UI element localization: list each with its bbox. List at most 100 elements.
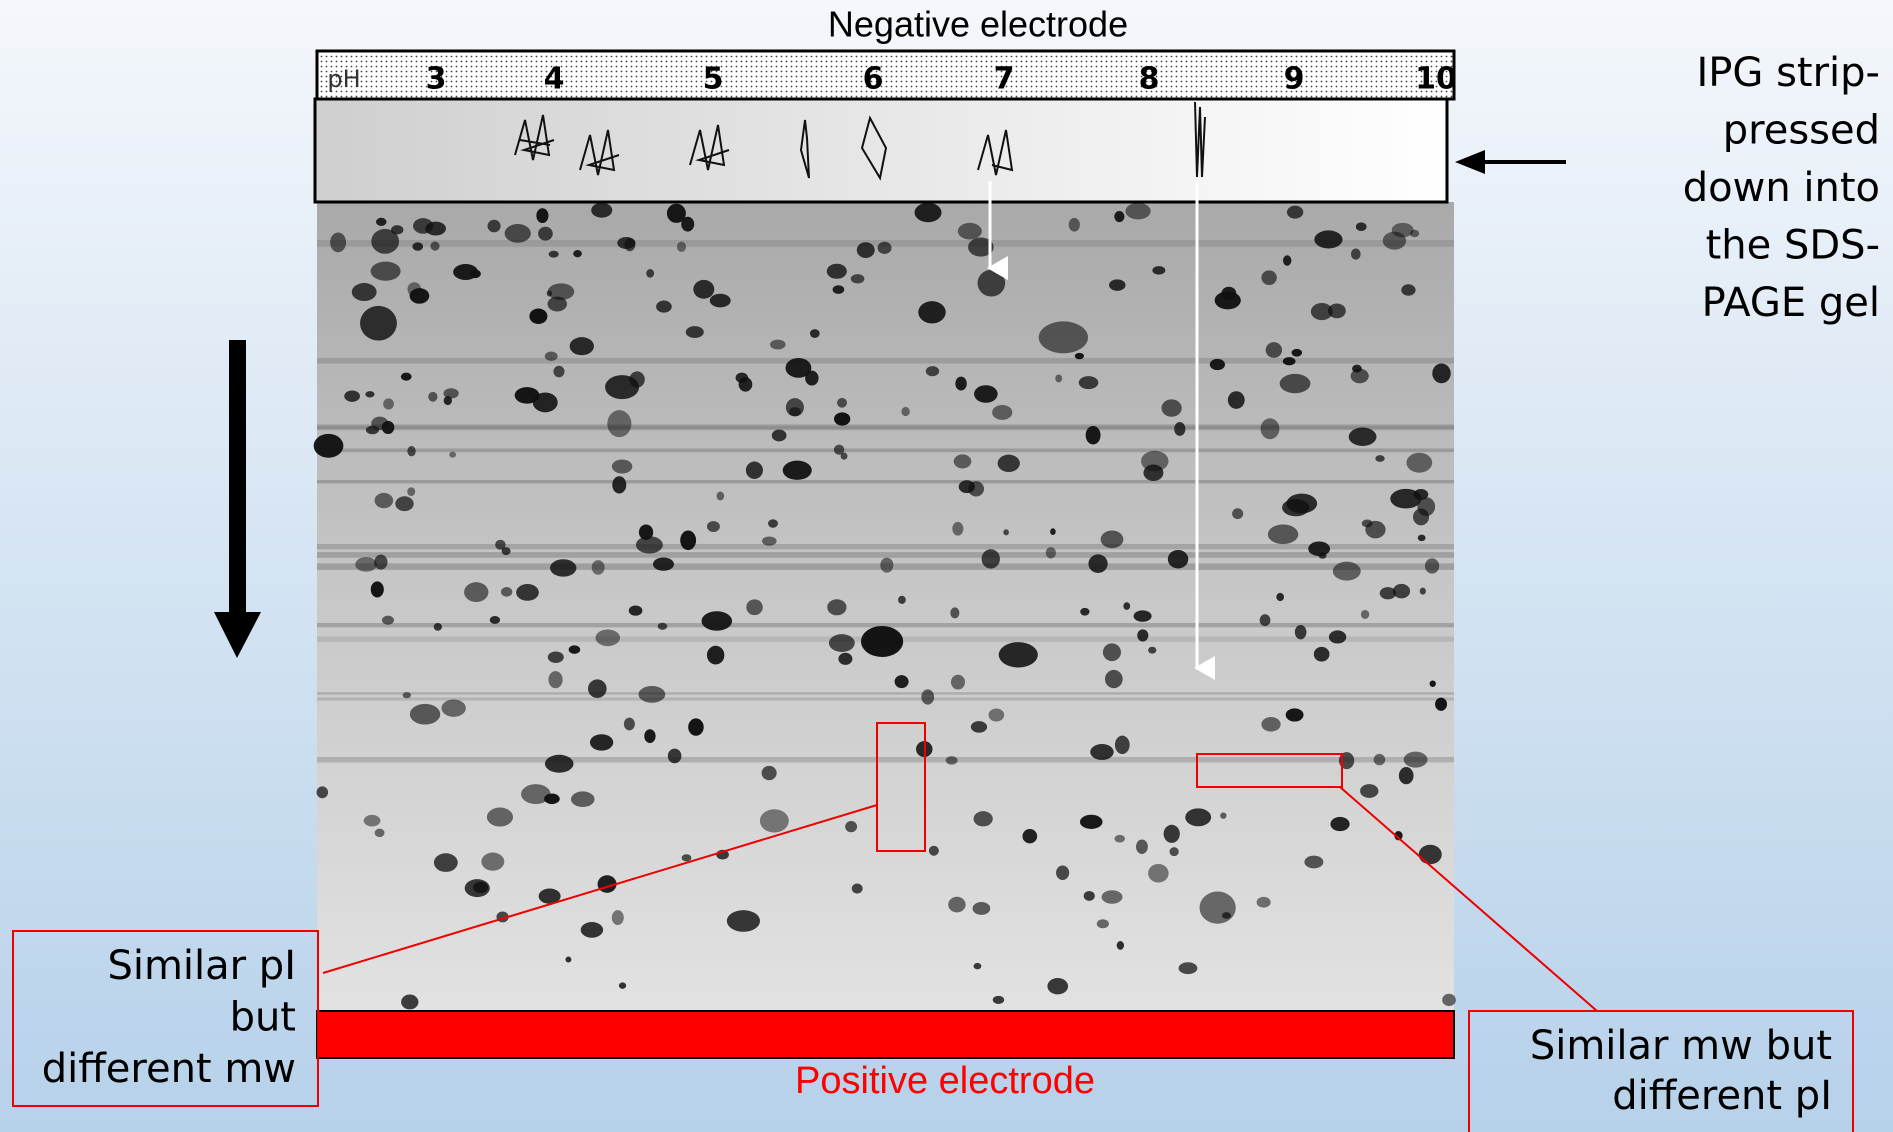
spot: [1209, 358, 1226, 371]
spot: [544, 793, 560, 805]
spot: [1083, 890, 1095, 901]
spot: [1379, 587, 1397, 600]
spot: [1109, 279, 1126, 291]
spot: [500, 587, 513, 597]
spot: [1085, 425, 1101, 445]
spot: [1308, 541, 1331, 557]
spot: [629, 371, 645, 388]
spot: [1418, 844, 1442, 865]
scribble: [514, 114, 555, 161]
right-callout-box: [1468, 1010, 1854, 1132]
spot: [1104, 669, 1123, 689]
spot: [638, 524, 654, 540]
spot: [1214, 291, 1241, 310]
scribbles: [514, 101, 1206, 181]
spot: [955, 376, 967, 391]
spot: [1261, 270, 1277, 285]
spot: [856, 242, 875, 258]
spot: [501, 547, 511, 556]
spot: [1310, 302, 1333, 321]
spot: [972, 902, 991, 915]
callout-line: [322, 804, 878, 974]
spot: [1038, 321, 1089, 354]
spot: [925, 366, 940, 377]
spot: [1417, 534, 1426, 542]
spot: [395, 496, 414, 512]
spot: [1114, 210, 1125, 223]
spot: [430, 241, 440, 251]
spot: [407, 282, 422, 297]
spot: [1137, 629, 1149, 642]
spot: [809, 329, 820, 338]
spot: [1328, 630, 1347, 644]
spot: [413, 218, 434, 234]
spot: [1276, 592, 1285, 602]
down-arrow-shaft: [229, 340, 246, 620]
spot: [495, 539, 506, 550]
spot: [1047, 977, 1069, 995]
spot: [370, 581, 384, 598]
scribble: [799, 119, 810, 179]
spot: [1114, 735, 1130, 755]
spot: [547, 283, 575, 301]
spot: [565, 956, 572, 963]
spot: [316, 786, 329, 799]
spot: [1178, 962, 1198, 975]
spot: [588, 679, 607, 698]
spot: [374, 554, 388, 570]
spot: [433, 623, 442, 631]
spot: [1373, 753, 1386, 766]
spot: [402, 692, 412, 699]
spot: [666, 203, 686, 223]
spot: [667, 748, 682, 764]
spot: [330, 232, 347, 253]
right-note: different pI: [1612, 1073, 1832, 1119]
spot: [428, 391, 438, 402]
spot: [1350, 248, 1361, 260]
spot: [1055, 374, 1063, 383]
ipg-strip: [313, 97, 1449, 204]
spot: [573, 250, 582, 258]
spot: [785, 358, 812, 378]
streak: [317, 448, 1454, 453]
spot: [706, 521, 720, 533]
spot: [544, 351, 558, 361]
spot: [968, 237, 994, 257]
spot: [840, 452, 848, 460]
spot: [1232, 508, 1244, 520]
spot: [1056, 865, 1070, 881]
spot: [1424, 558, 1440, 574]
spot: [370, 261, 401, 281]
spot: [894, 675, 909, 689]
spot: [877, 241, 892, 254]
streak: [317, 543, 1454, 550]
spot: [638, 685, 666, 703]
spot: [827, 599, 847, 616]
spot: [1116, 941, 1125, 950]
ph-label: 5: [703, 62, 724, 97]
spot: [570, 791, 595, 808]
positive-label: Positive electrode: [795, 1060, 1095, 1102]
spot: [901, 406, 910, 417]
spot: [453, 264, 479, 280]
spot: [618, 982, 627, 989]
spot: [607, 410, 632, 438]
scribble: [977, 129, 1014, 176]
spot: [1442, 993, 1456, 1007]
spot: [624, 237, 636, 252]
spot: [1079, 814, 1103, 829]
spot: [1148, 646, 1157, 654]
spot: [921, 689, 935, 705]
spot: [544, 754, 574, 773]
spot: [514, 387, 540, 404]
spot: [365, 391, 375, 398]
spot: [1167, 549, 1189, 569]
spot: [953, 454, 972, 469]
spot: [1003, 529, 1009, 536]
spot: [680, 530, 697, 551]
spot: [850, 274, 865, 284]
spot: [536, 208, 549, 223]
spot: [1286, 205, 1304, 219]
spot: [837, 397, 848, 408]
spot: [1432, 363, 1451, 384]
